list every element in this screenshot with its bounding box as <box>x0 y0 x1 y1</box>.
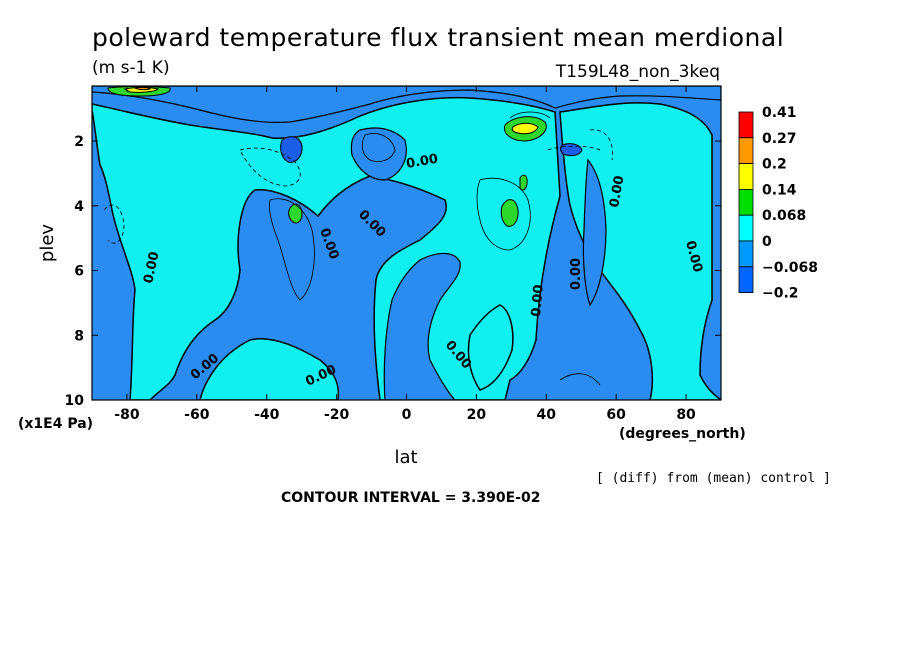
negative-region <box>383 252 461 400</box>
x-tick-label: -80 <box>114 407 140 423</box>
y-tick-label: 8 <box>74 328 84 344</box>
heatmap-field <box>92 86 721 400</box>
chart-units: (m s-1 K) <box>92 58 170 78</box>
contour-label: 0.00 <box>569 258 584 290</box>
y-tick-label: 10 <box>65 393 85 409</box>
colorbar-label: −0.068 <box>762 260 818 276</box>
x-axis-label: lat <box>394 447 417 468</box>
negative-contours <box>103 129 613 244</box>
positive-maximum <box>500 199 519 227</box>
positive-maximum <box>133 86 151 91</box>
contour-label: 0.00 <box>405 152 439 172</box>
colorbar-label: 0.41 <box>762 105 797 121</box>
diff-note: [ (diff) from (mean) control ] <box>596 471 831 486</box>
strong-negative-patch <box>560 143 583 157</box>
y-axis: 2 4 6 8 10 <box>65 134 721 409</box>
contour-label: 0.00 <box>141 250 162 284</box>
contour-label: 0.00 <box>607 174 627 208</box>
positive-region <box>92 96 561 400</box>
x-tick-label: -60 <box>184 407 210 423</box>
colorbar-swatch <box>738 214 754 242</box>
run-label: T159L48_non_3keq <box>555 62 720 82</box>
contour-label: 0.00 <box>529 284 547 317</box>
positive-region <box>199 338 340 400</box>
colorbar: 0.41 0.27 0.2 0.14 0.068 0 −0.068 −0.2 <box>738 105 818 302</box>
positive-maximum <box>519 174 528 191</box>
colorbar-label: 0.14 <box>762 182 797 198</box>
positive-region <box>467 304 514 391</box>
y-units: (x1E4 Pa) <box>18 416 93 432</box>
colorbar-swatch <box>738 240 754 268</box>
colorbar-label: 0.27 <box>762 131 797 147</box>
x-tick-label: 80 <box>676 407 696 423</box>
positive-contours <box>269 111 601 386</box>
y-axis-label: plev <box>37 224 58 263</box>
negative-region <box>582 158 607 307</box>
colorbar-swatch <box>738 188 754 216</box>
colorbar-swatch <box>738 111 754 139</box>
x-tick-label: -40 <box>254 407 280 423</box>
contour-interval: CONTOUR INTERVAL = 3.390E-02 <box>281 490 540 506</box>
colorbar-label: 0 <box>762 234 772 250</box>
positive-region <box>559 102 721 400</box>
x-units: (degrees_north) <box>619 426 746 442</box>
colorbar-label: 0.2 <box>762 157 787 173</box>
y-tick-label: 2 <box>74 134 84 150</box>
colorbar-label: −0.2 <box>762 286 799 302</box>
colorbar-label: 0.068 <box>762 208 806 224</box>
colorbar-swatch <box>738 137 754 165</box>
x-tick-label: -20 <box>324 407 350 423</box>
negative-region <box>350 127 407 181</box>
negative-region <box>92 86 721 123</box>
chart-title: poleward temperature flux transient mean… <box>92 23 784 52</box>
strong-negative-patch <box>280 136 303 163</box>
positive-maximum <box>288 203 303 224</box>
x-tick-label: 40 <box>537 407 557 423</box>
x-tick-label: 20 <box>467 407 487 423</box>
x-tick-label: 0 <box>402 407 412 423</box>
positive-maximum <box>511 122 539 135</box>
x-tick-label: 60 <box>606 407 626 423</box>
y-tick-label: 4 <box>74 199 84 215</box>
colorbar-swatch <box>738 266 754 293</box>
colorbar-swatch <box>738 163 754 190</box>
y-tick-label: 6 <box>74 264 84 280</box>
x-axis: -80 -60 -40 -20 0 20 40 60 80 <box>114 86 696 423</box>
